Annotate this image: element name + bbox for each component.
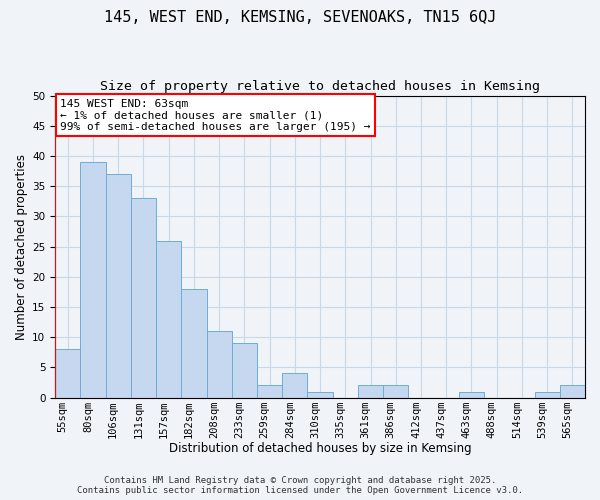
X-axis label: Distribution of detached houses by size in Kemsing: Distribution of detached houses by size … (169, 442, 472, 455)
Bar (358, 386, 383, 398)
Text: 145, WEST END, KEMSING, SEVENOAKS, TN15 6QJ: 145, WEST END, KEMSING, SEVENOAKS, TN15 … (104, 10, 496, 25)
Bar (232, 343, 257, 398)
Text: 145 WEST END: 63sqm
← 1% of detached houses are smaller (1)
99% of semi-detached: 145 WEST END: 63sqm ← 1% of detached hou… (61, 98, 371, 132)
Title: Size of property relative to detached houses in Kemsing: Size of property relative to detached ho… (100, 80, 540, 93)
Bar (106, 174, 131, 398)
Bar (181, 289, 206, 398)
Bar (55, 349, 80, 398)
Bar (459, 392, 484, 398)
Y-axis label: Number of detached properties: Number of detached properties (15, 154, 28, 340)
Bar (80, 162, 106, 398)
Bar (282, 374, 307, 398)
Bar (257, 386, 282, 398)
Bar (156, 240, 181, 398)
Bar (383, 386, 409, 398)
Bar (535, 392, 560, 398)
Bar (307, 392, 332, 398)
Bar (560, 386, 585, 398)
Bar (206, 331, 232, 398)
Text: Contains HM Land Registry data © Crown copyright and database right 2025.
Contai: Contains HM Land Registry data © Crown c… (77, 476, 523, 495)
Bar (131, 198, 156, 398)
